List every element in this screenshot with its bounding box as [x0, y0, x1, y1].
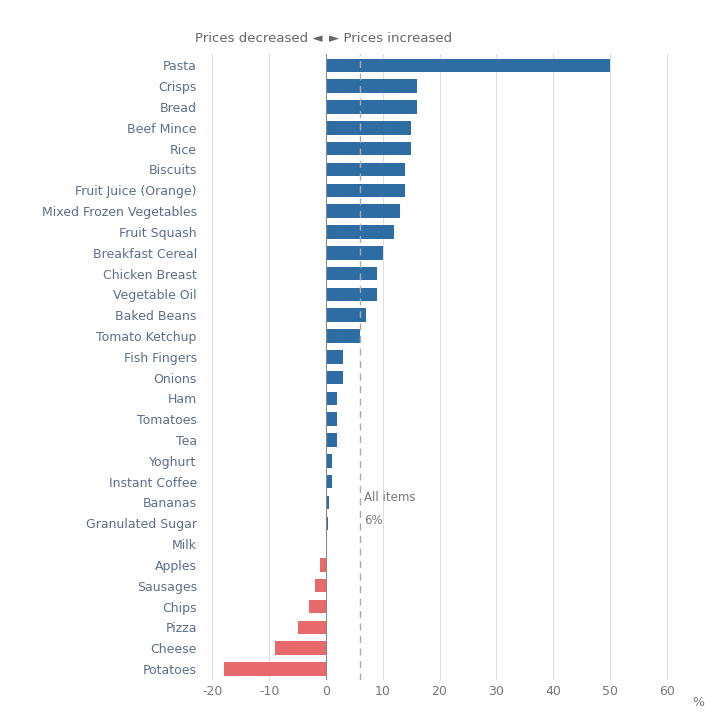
Bar — [326, 308, 366, 322]
Bar — [223, 662, 326, 675]
Bar — [326, 100, 417, 114]
Bar — [326, 287, 377, 301]
Bar — [275, 642, 326, 655]
Bar — [309, 600, 326, 613]
Bar — [326, 475, 331, 488]
Bar — [298, 621, 326, 634]
Bar — [326, 329, 360, 343]
Bar — [326, 246, 383, 259]
Bar — [314, 579, 326, 593]
Bar — [326, 184, 405, 197]
Text: 6%: 6% — [364, 514, 383, 527]
Bar — [326, 267, 377, 280]
Bar — [326, 433, 337, 447]
X-axis label: %: % — [692, 696, 704, 709]
Bar — [320, 558, 326, 572]
Text: Prices decreased ◄: Prices decreased ◄ — [195, 32, 322, 45]
Text: All items: All items — [364, 491, 415, 504]
Bar — [326, 495, 329, 509]
Bar — [326, 121, 411, 135]
Bar — [326, 225, 394, 239]
Bar — [326, 371, 343, 384]
Bar — [326, 142, 411, 156]
Bar — [326, 454, 331, 467]
Bar — [326, 79, 417, 93]
Text: ► Prices increased: ► Prices increased — [329, 32, 453, 45]
Bar — [326, 516, 329, 530]
Bar — [326, 392, 337, 405]
Bar — [326, 350, 343, 364]
Bar — [326, 59, 610, 72]
Bar — [326, 163, 405, 176]
Bar — [326, 204, 400, 218]
Bar — [326, 413, 337, 426]
Bar — [326, 537, 327, 551]
